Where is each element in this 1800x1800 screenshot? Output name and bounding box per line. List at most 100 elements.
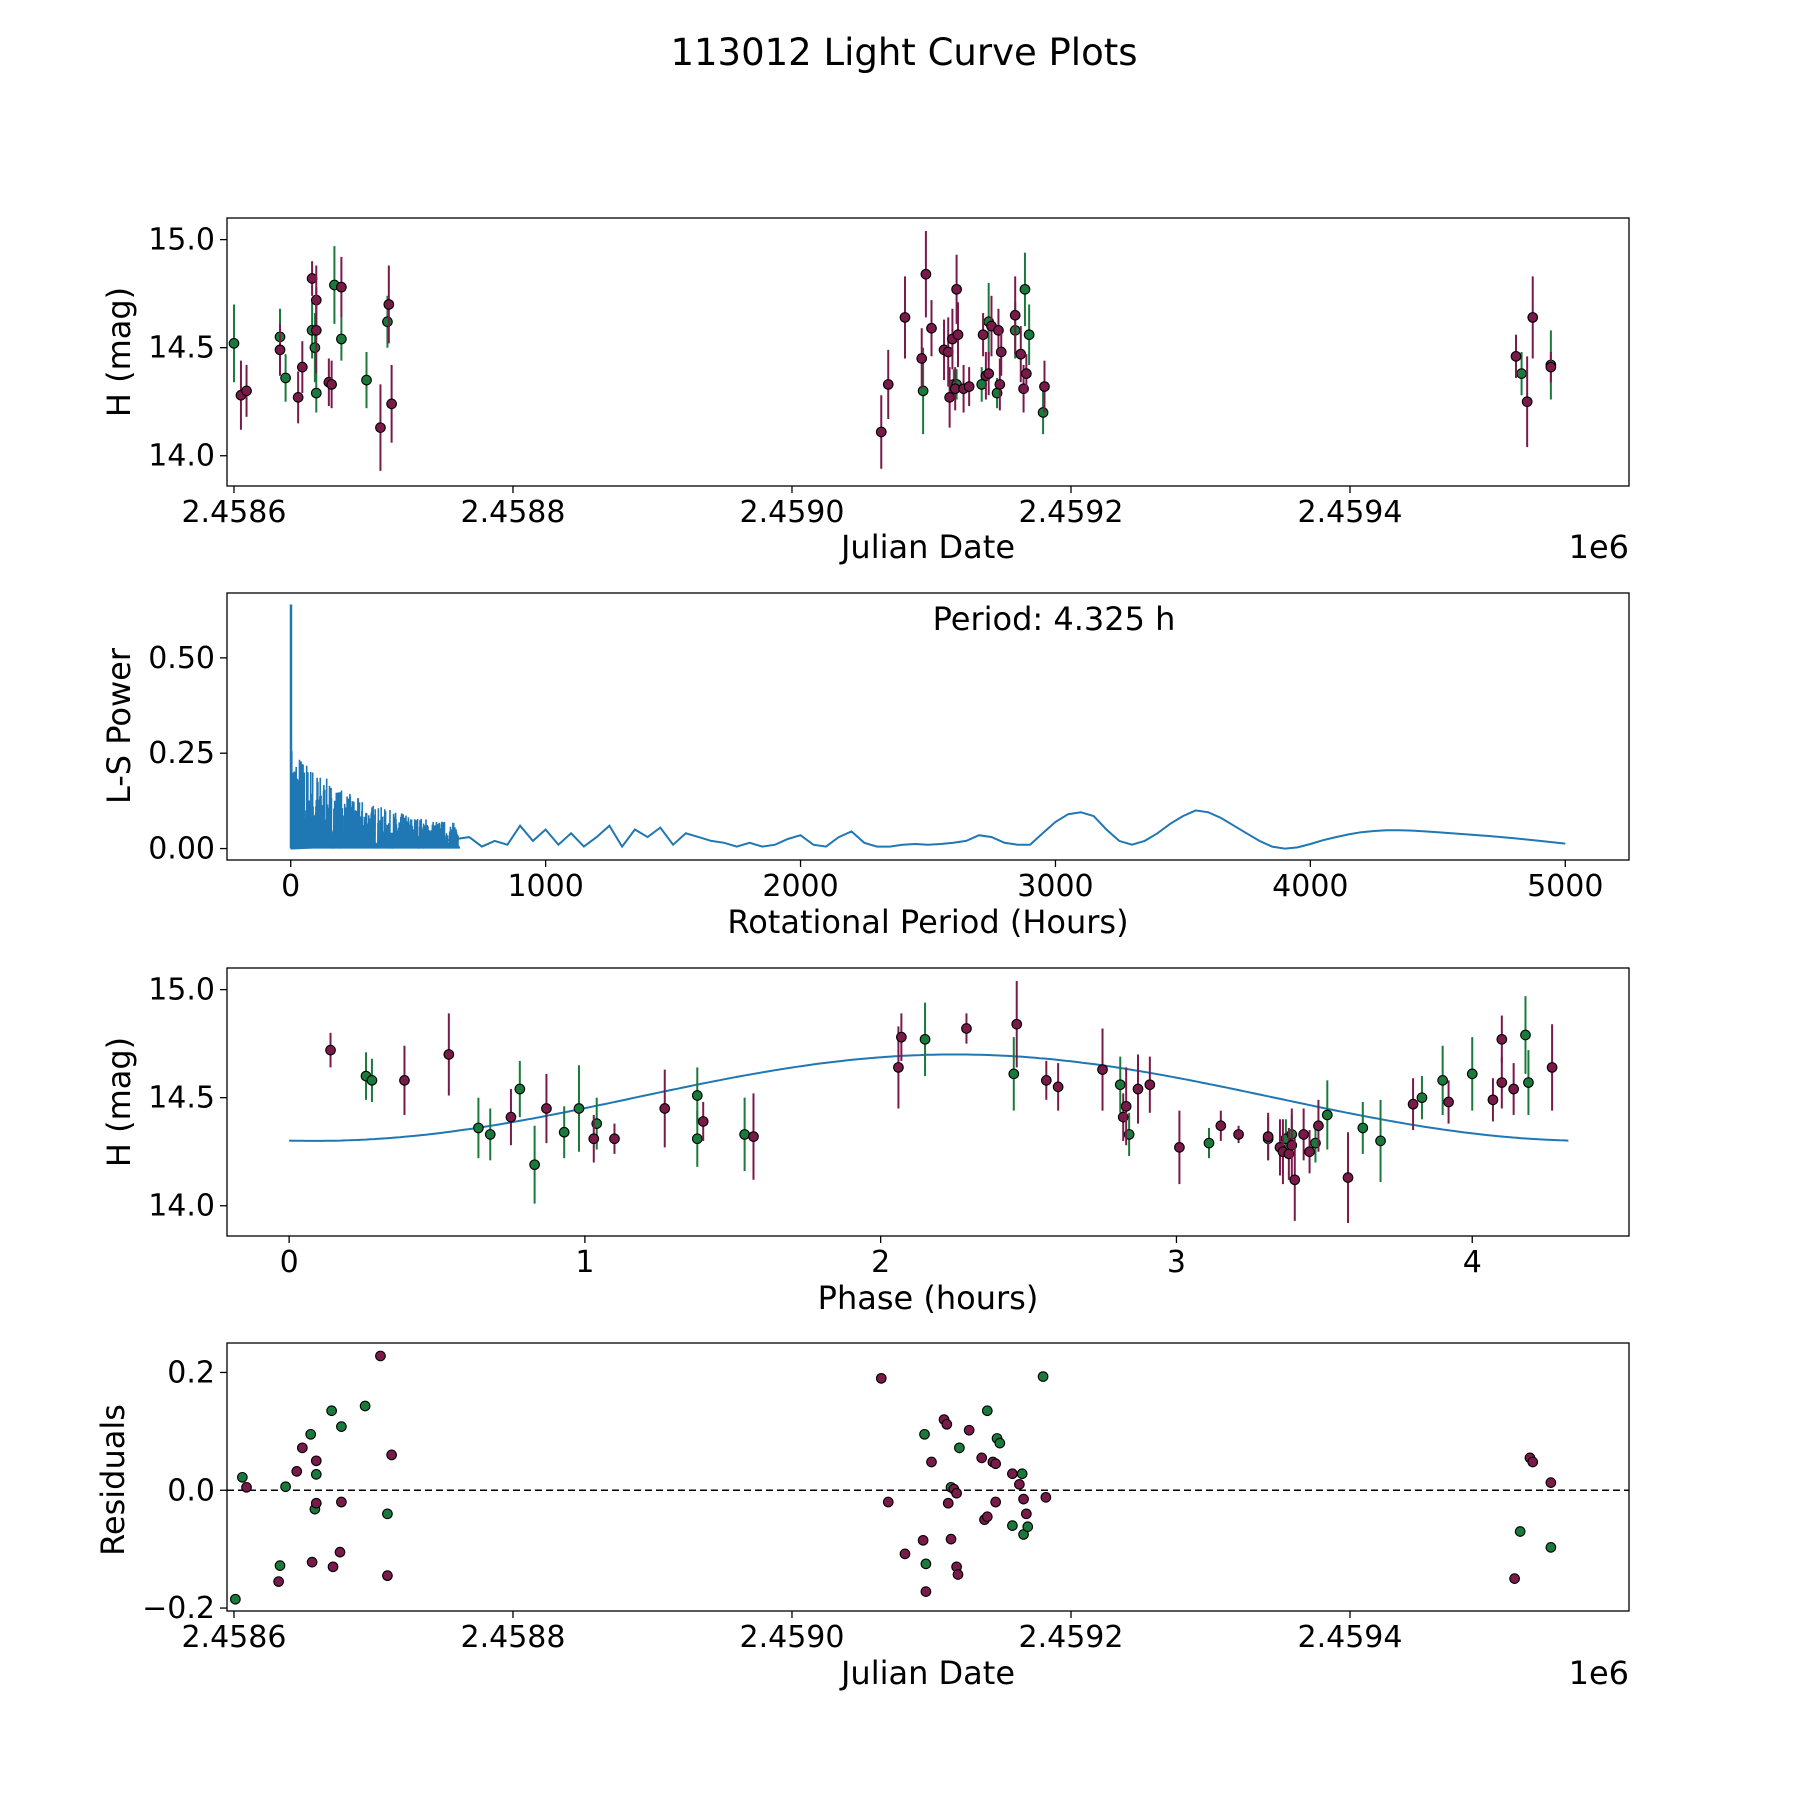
phased-marks [289,980,1569,1224]
phased-point-maroon [1040,1075,1052,1086]
residuals-xtick-label: 2.4588 [460,1620,565,1655]
lightcurve-point-green [280,372,291,384]
lightcurve-point-green [310,387,322,399]
residuals-point-green [994,1437,1006,1449]
residuals-point-maroon [1007,1468,1018,1480]
phased-point-maroon [1215,1120,1227,1132]
lightcurve-ylabel: H (mag) [100,287,138,417]
periodogram-xtick-label: 4000 [1272,869,1348,904]
residuals-point-green [1514,1526,1526,1537]
lightcurve-xtick-label: 2.4592 [1018,495,1123,530]
phased-point-maroon [1298,1129,1309,1140]
lightcurve-ticks: 2.4586 2.4588 2.4590 2.4592 2.4594 14.0 14.5 15… [148,223,1402,530]
residuals-point-maroon [327,1561,339,1573]
periodogram-panel: 0 1000 2000 3000 4000 5000 0.00 0.25 0.50 Period… [100,592,1630,941]
residuals-point-green [336,1421,347,1432]
phased-point-green [484,1129,496,1140]
phased-point-maroon [1144,1079,1156,1091]
lightcurve-point-maroon [977,329,989,341]
phased-xtick-label: 4 [1463,1245,1482,1280]
lightcurve-marks [228,230,1557,471]
residuals-point-green [236,1471,248,1483]
residuals-point-maroon [334,1546,346,1558]
residuals-point-maroon [1545,1477,1557,1488]
lightcurve-point-green [382,316,393,328]
phased-point-green [529,1159,540,1171]
phased-point-maroon [1011,1018,1023,1030]
residuals-xtick-label: 2.4592 [1018,1620,1123,1655]
lightcurve-offset-label: 1e6 [1569,528,1629,566]
residuals-ticks: 2.4586 2.4588 2.4590 2.4592 2.4594 −0.2 0.0 0.2 [142,1355,1402,1655]
phased-point-maroon [1487,1094,1499,1106]
lightcurve-point-maroon [875,426,887,438]
residuals-panel: 2.4586 2.4588 2.4590 2.4592 2.4594 −0.2 0.0 0.2… [94,1342,1630,1692]
lightcurve-ytick-label: 15.0 [148,223,215,258]
phased-panel: 0 1 2 3 4 14.0 14.5 15.0 Phase (hours) H (mag) [100,967,1630,1317]
residuals-point-green [326,1405,337,1417]
lightcurve-point-maroon [994,379,1006,390]
residuals-point-maroon [990,1496,1002,1508]
phased-point-green [573,1103,585,1114]
residuals-point-maroon [1509,1573,1520,1584]
lightcurve-point-maroon [1527,312,1539,323]
residuals-point-green [1037,1371,1049,1382]
lightcurve-point-maroon [916,353,928,364]
residuals-point-green [1007,1520,1018,1531]
phased-point-maroon [896,1031,907,1043]
residuals-point-maroon [1018,1493,1029,1505]
phased-point-green [691,1090,703,1101]
phased-ytick-label: 15.0 [148,973,215,1008]
residuals-point-maroon [382,1570,393,1582]
phased-xtick-label: 0 [280,1245,299,1280]
residuals-point-maroon [882,1496,894,1508]
residuals-xtick-label: 2.4590 [739,1620,844,1655]
residuals-point-maroon [942,1497,954,1509]
periodogram-ytick-label: 0.50 [148,641,215,676]
residuals-ytick-label: 0.0 [167,1473,215,1508]
lightcurve-point-maroon [920,268,932,280]
phased-point-green [1203,1137,1215,1149]
residuals-point-maroon [375,1350,386,1362]
residuals-point-green [359,1400,371,1412]
lightcurve-point-maroon [1015,348,1027,360]
lightcurve-point-green [361,374,372,386]
residuals-point-maroon [941,1418,953,1430]
lightcurve-point-maroon [1039,381,1050,392]
residuals-point-maroon [963,1424,975,1436]
lightcurve-panel: 2.4586 2.4588 2.4590 2.4592 2.4594 14.0 14.5 15… [100,217,1630,566]
periodogram-ylabel: L-S Power [100,647,138,804]
lightcurve-point-green [917,385,929,397]
lightcurve-point-maroon [952,329,964,341]
residuals-point-green [919,1428,930,1440]
lightcurve-point-maroon [926,322,937,334]
residuals-point-maroon [310,1497,322,1509]
lightcurve-point-maroon [963,381,975,392]
phased-point-green [1437,1075,1449,1086]
periodogram-xtick-label: 0 [281,869,300,904]
periodogram-xtick-label: 5000 [1527,869,1603,904]
lightcurve-xtick-label: 2.4594 [1298,495,1403,530]
phased-point-maroon [1097,1064,1108,1075]
residuals-point-maroon [920,1586,932,1597]
periodogram-ticks: 0 1000 2000 3000 4000 5000 0.00 0.25 0.50 [148,641,1603,904]
phased-model-curve [289,1053,1569,1142]
phased-point-maroon [1508,1083,1519,1095]
lightcurve-point-maroon [899,312,911,323]
phased-ytick-label: 14.5 [148,1081,215,1116]
lightcurve-point-maroon [1009,309,1021,321]
phased-point-maroon [1342,1172,1354,1183]
phased-xtick-label: 3 [1167,1245,1186,1280]
residuals-point-green [1022,1521,1034,1533]
phased-point-maroon [1052,1081,1064,1093]
phased-point-maroon [443,1049,455,1060]
residuals-point-maroon [952,1569,964,1580]
lightcurve-point-maroon [375,422,386,433]
lightcurve-point-maroon [1020,368,1032,379]
phased-point-green [739,1129,750,1140]
residuals-ytick-label: −0.2 [142,1591,215,1626]
residuals-point-maroon [273,1576,284,1587]
residuals-point-maroon [306,1556,318,1568]
periodogram-ytick-label: 0.00 [148,832,215,867]
periodogram-xtick-label: 2000 [762,869,838,904]
